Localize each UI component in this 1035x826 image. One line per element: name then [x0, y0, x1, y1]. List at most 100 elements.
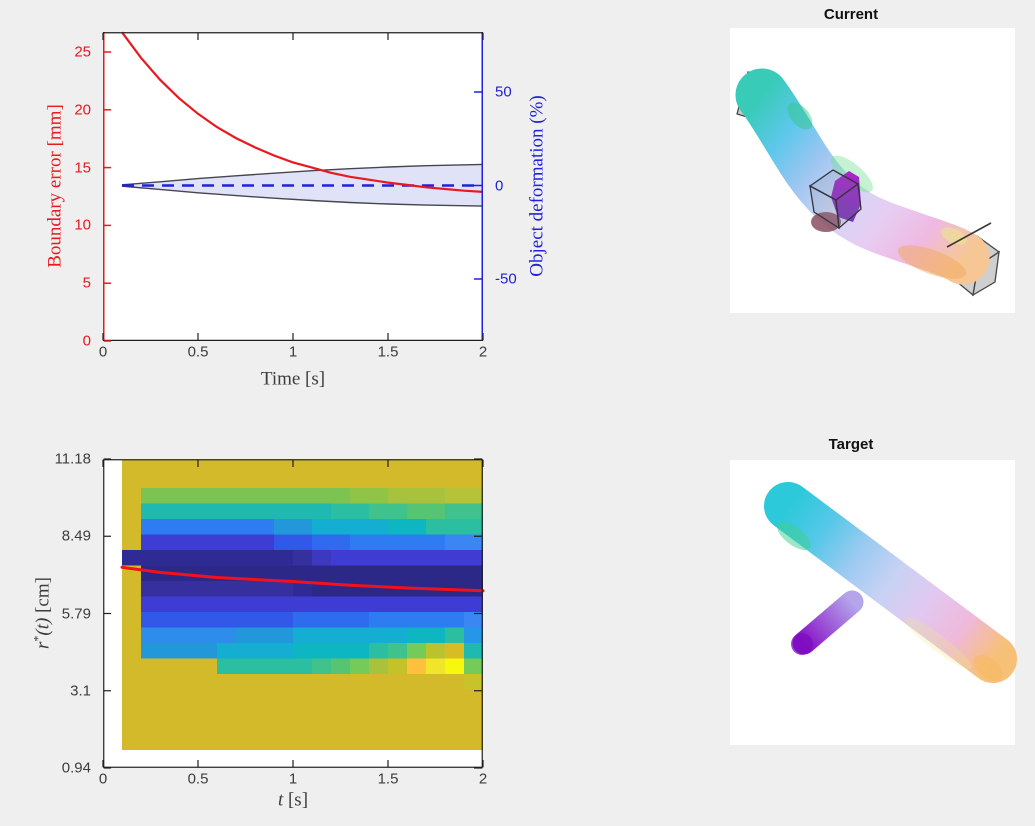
heatmap-cell	[236, 503, 255, 519]
heatmap-cell	[293, 643, 312, 659]
heatmap-cell	[369, 550, 388, 566]
heatmap-cell	[464, 550, 483, 566]
heatmap-cell	[217, 550, 236, 566]
heatmap-cell	[293, 550, 312, 566]
heatmap-cell	[388, 550, 407, 566]
heatmap-cell	[464, 581, 483, 597]
heatmap-cell	[255, 612, 274, 628]
heatmap-cell	[122, 488, 141, 504]
heatmap-cell	[426, 643, 445, 659]
current-render	[730, 28, 1015, 313]
heatmap-cell	[312, 519, 331, 535]
heatmap-cell	[274, 519, 293, 535]
heatmap-cell	[388, 519, 407, 535]
left-y-tick-label: 15	[74, 159, 91, 177]
green-shading	[777, 521, 811, 551]
heatmap-cell	[350, 643, 369, 659]
heatmap-cell	[160, 627, 179, 643]
heatmap-cell	[122, 534, 141, 550]
gripper-axis-line	[946, 222, 992, 248]
heatmap-cell	[369, 488, 388, 504]
heatmap-cell	[350, 534, 369, 550]
heatmap-cell	[331, 596, 350, 612]
heatmap-cell	[293, 488, 312, 504]
heatmap-cell	[122, 643, 141, 659]
heatmap-cell	[369, 596, 388, 612]
heatmap-cell	[388, 627, 407, 643]
heatmap-cell	[350, 674, 369, 690]
heatmap-cell	[160, 674, 179, 690]
heatmap-cell	[407, 550, 426, 566]
x-tick-label: 1.5	[377, 343, 399, 361]
heatmap-cell	[426, 658, 445, 674]
heatmap-cell	[198, 612, 217, 628]
heatmap-cell	[407, 488, 426, 504]
heatmap-cell	[255, 503, 274, 519]
gripper-cube-middle	[808, 169, 862, 230]
purple-feature-patch	[831, 171, 861, 222]
heatmap-cell	[464, 674, 483, 690]
heatmap-cell	[369, 503, 388, 519]
heatmap-cell	[217, 643, 236, 659]
heatmap-cell	[445, 658, 464, 674]
heatmap-cell	[255, 658, 274, 674]
heatmap-cell	[141, 581, 160, 597]
heatmap-cell	[312, 643, 331, 659]
heatmap-cell	[312, 674, 331, 690]
heatmap-cell	[217, 658, 236, 674]
heatmap-cell	[426, 627, 445, 643]
heatmap-cell	[274, 550, 293, 566]
yellow-shading	[904, 616, 972, 670]
heatmap-cell	[274, 488, 293, 504]
heatmap-cell	[426, 519, 445, 535]
heatmap-cell	[217, 519, 236, 535]
heatmap-cell	[388, 534, 407, 550]
heatmap-cell	[198, 519, 217, 535]
heatmap-cell	[274, 643, 293, 659]
heatmap-cell	[141, 519, 160, 535]
heatmap-cell	[369, 643, 388, 659]
heatmap-cell	[179, 643, 198, 659]
heatmap-cell	[445, 519, 464, 535]
heatmap-cell	[198, 627, 217, 643]
heatmap-cell	[293, 612, 312, 628]
heatmap-cell	[331, 643, 350, 659]
heatmap-cell	[141, 627, 160, 643]
heatmap-cell	[293, 627, 312, 643]
heatmap-cell	[236, 534, 255, 550]
heatmap-cell	[236, 550, 255, 566]
heatmap-cell	[179, 627, 198, 643]
heatmap-cell	[122, 674, 141, 690]
heatmap-cell	[464, 612, 483, 628]
heatmap-cell	[236, 519, 255, 535]
x-tick-label: 1.5	[377, 770, 399, 788]
heatmap-cell	[255, 643, 274, 659]
heatmap-cell	[464, 488, 483, 504]
heatmap-cell	[198, 596, 217, 612]
heatmap-cell	[331, 658, 350, 674]
heatmap-cell	[217, 612, 236, 628]
heatmap-cell	[445, 488, 464, 504]
heatmap-cell	[274, 596, 293, 612]
heatmap-cell	[198, 503, 217, 519]
heatmap-cell	[426, 488, 445, 504]
orange-shading	[897, 245, 967, 279]
heatmap-cell	[141, 503, 160, 519]
heatmap-cell	[274, 534, 293, 550]
heatmap-cell	[445, 643, 464, 659]
heatmap-cell	[160, 550, 179, 566]
heatmap-cell	[388, 643, 407, 659]
heatmap-cell	[369, 658, 388, 674]
x-tick-label: 2	[478, 343, 488, 361]
heatmap-cell	[160, 503, 179, 519]
heatmap-cell	[331, 674, 350, 690]
target-shape-panel: Target	[700, 430, 1035, 760]
ylabel-variable: r	[32, 641, 54, 649]
heatmap-cell	[122, 612, 141, 628]
green-shading	[787, 102, 813, 130]
heatmap-cell	[350, 488, 369, 504]
heatmap-cell	[236, 565, 255, 581]
heatmap-cell	[179, 565, 198, 581]
heatmap-cell	[179, 658, 198, 674]
heatmap-cell	[141, 658, 160, 674]
